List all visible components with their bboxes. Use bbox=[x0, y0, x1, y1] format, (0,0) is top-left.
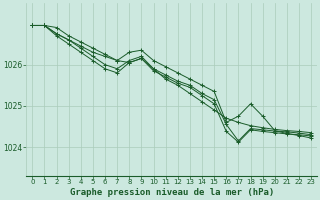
X-axis label: Graphe pression niveau de la mer (hPa): Graphe pression niveau de la mer (hPa) bbox=[69, 188, 274, 197]
